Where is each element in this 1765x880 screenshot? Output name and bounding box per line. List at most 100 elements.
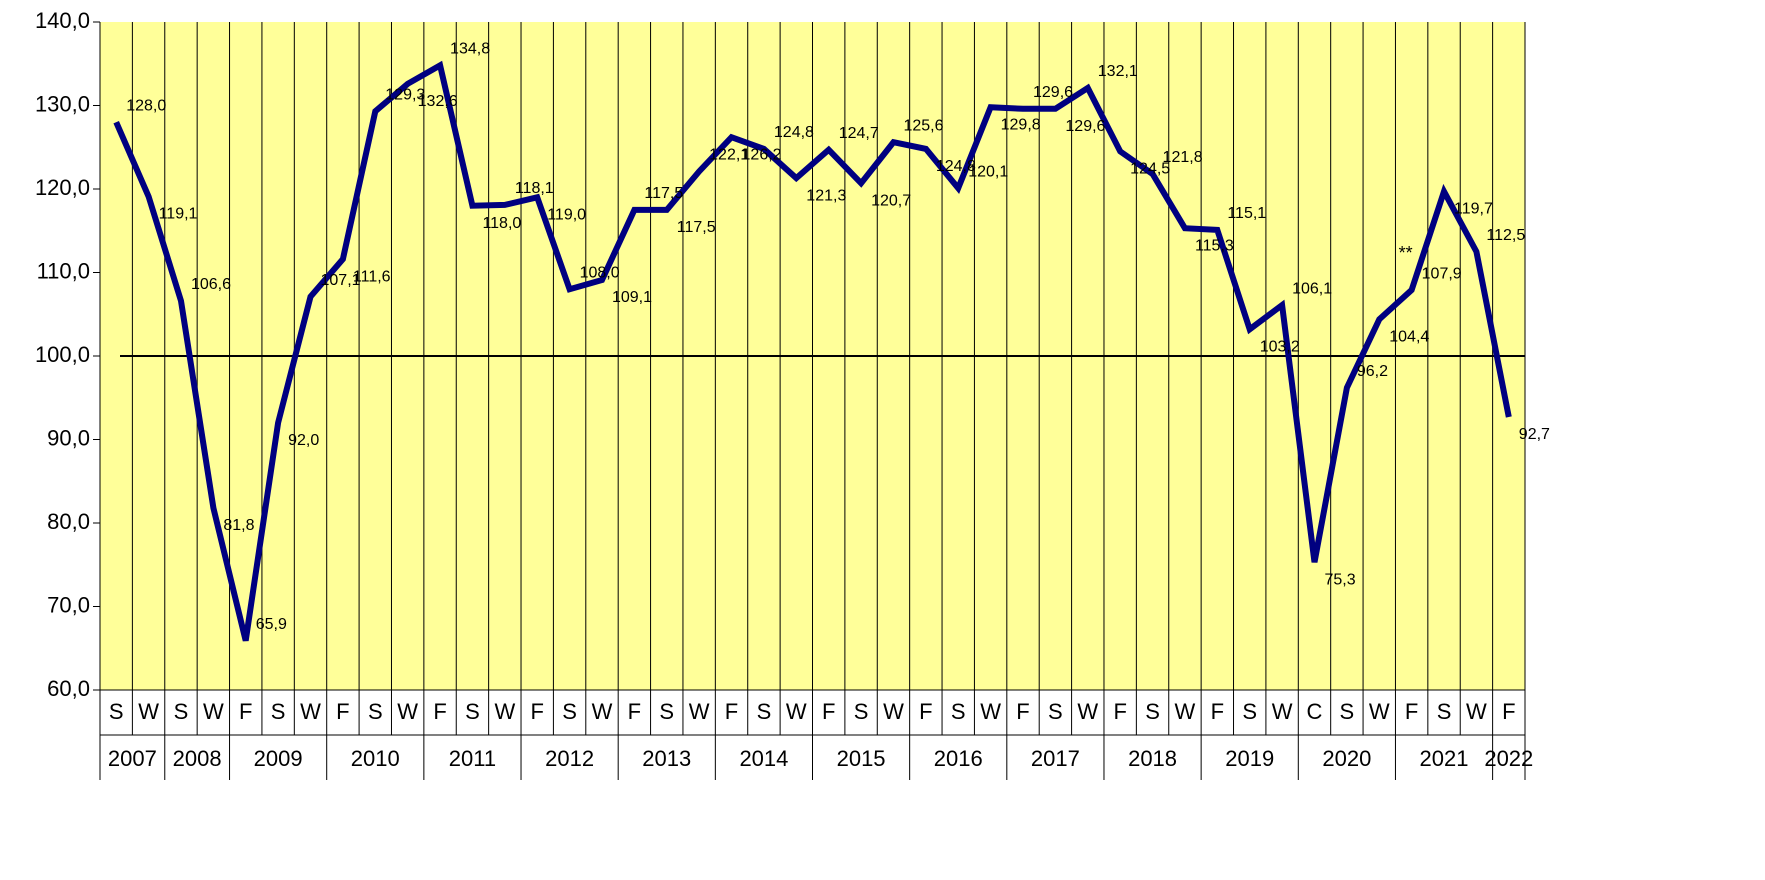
x-tick-label: S: [1437, 699, 1452, 724]
x-tick-label: F: [433, 699, 446, 724]
y-tick-label: 140,0: [35, 8, 90, 33]
x-tick-label: W: [1077, 699, 1098, 724]
x-tick-label: W: [1175, 699, 1196, 724]
year-label: 2013: [642, 746, 691, 771]
data-label: 124,8: [936, 158, 976, 175]
data-label: 117,5: [644, 185, 683, 202]
x-tick-label: S: [1340, 699, 1355, 724]
data-label: 104,4: [1389, 328, 1429, 345]
data-label: 129,8: [1001, 116, 1041, 133]
data-label: 107,1: [321, 272, 361, 289]
x-tick-label: W: [980, 699, 1001, 724]
data-label: 106,6: [191, 276, 231, 293]
data-label: 119,0: [547, 207, 586, 224]
x-tick-label: S: [1048, 699, 1063, 724]
x-tick-label: W: [689, 699, 710, 724]
data-label: 107,9: [1422, 265, 1462, 282]
x-tick-label: W: [138, 699, 159, 724]
year-label: 2021: [1420, 746, 1469, 771]
x-tick-label: F: [239, 699, 252, 724]
x-tick-label: S: [951, 699, 966, 724]
x-tick-label: F: [1502, 699, 1515, 724]
x-tick-label: F: [628, 699, 641, 724]
year-label: 2011: [449, 746, 496, 771]
annotation: **: [1399, 243, 1413, 263]
year-label: 2007: [108, 746, 157, 771]
data-label: 120,1: [968, 163, 1008, 180]
year-label: 2016: [934, 746, 983, 771]
x-tick-label: W: [203, 699, 224, 724]
year-label: 2010: [351, 746, 400, 771]
x-tick-label: S: [659, 699, 674, 724]
data-label: 119,7: [1454, 201, 1493, 218]
data-label: 109,1: [612, 289, 652, 306]
data-label: 115,3: [1195, 237, 1234, 254]
data-label: 132,1: [1098, 63, 1138, 80]
data-label: 122,1: [709, 147, 749, 164]
x-tick-label: F: [1211, 699, 1224, 724]
y-tick-label: 130,0: [35, 91, 90, 116]
data-label: 115,1: [1227, 205, 1266, 222]
x-tick-label: F: [336, 699, 349, 724]
x-tick-label: S: [271, 699, 286, 724]
data-label: 129,6: [1033, 84, 1073, 101]
data-label: 112,5: [1486, 227, 1525, 244]
x-tick-label: F: [1016, 699, 1029, 724]
y-tick-label: 90,0: [47, 425, 90, 450]
x-tick-label: C: [1307, 699, 1323, 724]
data-label: 124,5: [1130, 161, 1170, 178]
y-tick-label: 80,0: [47, 509, 90, 534]
y-tick-label: 60,0: [47, 676, 90, 701]
data-label: 134,8: [450, 41, 490, 58]
x-tick-label: W: [300, 699, 321, 724]
data-label: 65,9: [256, 616, 287, 633]
data-label: 117,5: [677, 219, 716, 236]
data-label: 129,6: [1065, 118, 1105, 135]
data-label: 106,1: [1292, 280, 1332, 297]
x-tick-label: W: [592, 699, 613, 724]
x-tick-label: S: [368, 699, 383, 724]
data-label: 75,3: [1324, 571, 1355, 588]
x-tick-label: F: [530, 699, 543, 724]
year-label: 2022: [1484, 746, 1533, 771]
data-label: 118,0: [482, 215, 521, 232]
data-label: 96,2: [1357, 363, 1388, 380]
x-tick-label: S: [562, 699, 577, 724]
x-tick-label: S: [174, 699, 189, 724]
data-label: 92,0: [288, 432, 319, 449]
x-tick-label: W: [397, 699, 418, 724]
x-tick-label: S: [854, 699, 869, 724]
year-label: 2019: [1225, 746, 1274, 771]
x-tick-label: W: [883, 699, 904, 724]
x-tick-label: S: [109, 699, 124, 724]
year-label: 2008: [173, 746, 222, 771]
y-tick-label: 100,0: [35, 342, 90, 367]
data-label: 121,3: [806, 187, 846, 204]
x-tick-label: S: [1145, 699, 1160, 724]
data-label: 92,7: [1519, 426, 1550, 443]
data-label: 124,7: [839, 125, 879, 142]
year-label: 2014: [739, 746, 788, 771]
x-tick-label: W: [786, 699, 807, 724]
data-label: 103,2: [1260, 338, 1300, 355]
data-label: 124,8: [774, 124, 814, 141]
y-tick-label: 70,0: [47, 592, 90, 617]
year-label: 2015: [837, 746, 886, 771]
year-label: 2017: [1031, 746, 1080, 771]
x-tick-label: W: [1466, 699, 1487, 724]
data-label: 119,1: [159, 206, 198, 223]
x-tick-label: F: [725, 699, 738, 724]
data-label: 108,0: [580, 264, 620, 281]
x-tick-label: F: [1113, 699, 1126, 724]
data-label: 111,6: [353, 268, 391, 285]
data-label: 81,8: [223, 517, 254, 534]
x-tick-label: F: [919, 699, 932, 724]
data-label: 118,1: [515, 180, 554, 197]
x-tick-label: S: [757, 699, 772, 724]
year-label: 2012: [545, 746, 594, 771]
data-label: 126,2: [742, 146, 782, 163]
data-label: 125,6: [903, 117, 943, 134]
year-label: 2009: [254, 746, 303, 771]
x-tick-label: S: [1242, 699, 1257, 724]
